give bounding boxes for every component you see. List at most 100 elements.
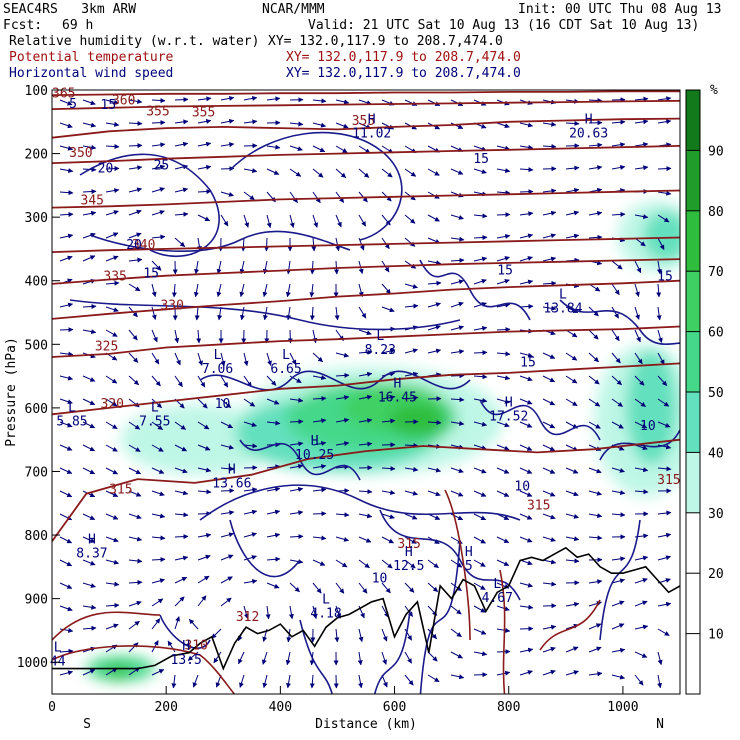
colorbar-band [686, 271, 700, 332]
wind-arrow [335, 372, 350, 378]
wind-arrow [312, 145, 326, 153]
wind-arrow [358, 559, 370, 569]
wind-arrow [404, 283, 418, 289]
wind-arrow [519, 582, 534, 588]
wind-arrow [450, 214, 464, 220]
y-tick-label: 400 [25, 275, 48, 290]
theta-contour-line [52, 145, 680, 164]
wind-arrow [634, 577, 648, 584]
wind-arrow [496, 190, 511, 196]
wind-arrow [404, 513, 418, 520]
wind-arrow [82, 467, 96, 475]
wind-arrow [128, 421, 141, 430]
speed-contour [299, 619, 333, 694]
wind-arrow [404, 490, 419, 496]
wind-arrow [657, 214, 670, 223]
wind-arrow [105, 536, 119, 543]
wind-arrow [473, 374, 488, 380]
wind-arrow [496, 467, 510, 474]
wind-arrow [239, 674, 245, 688]
wind-arrow [82, 375, 96, 382]
wind-arrow [82, 513, 96, 521]
wind-arrow [59, 398, 73, 405]
wind-arrow [542, 188, 557, 194]
extremum-value: 16.45 [378, 391, 417, 406]
wind-arrow [243, 398, 256, 407]
theta-label: 355 [192, 106, 215, 121]
wind-arrow [243, 214, 250, 228]
extremum-value: 7.55 [139, 415, 170, 430]
wind-arrow [105, 166, 120, 172]
wind-arrow [220, 398, 232, 408]
wind-arrow [196, 329, 202, 344]
wind-arrow [473, 513, 487, 521]
extremum-marker: H [182, 639, 190, 654]
wind-arrow [427, 280, 442, 286]
wind-arrow [542, 305, 557, 311]
speed-label: 10 [640, 419, 656, 434]
wind-arrow [128, 121, 143, 127]
wind-arrow [450, 349, 465, 355]
wind-arrow [266, 464, 281, 470]
wind-arrow [82, 329, 97, 335]
wind-arrow [289, 397, 304, 403]
extremum-marker: L [68, 401, 76, 416]
wind-arrow [657, 398, 670, 407]
wind-arrow [197, 444, 211, 451]
extremum-marker: L [322, 593, 330, 608]
wind-arrow [381, 582, 391, 594]
wind-arrow [427, 348, 442, 354]
wind-arrow [634, 165, 649, 171]
wind-arrow [450, 257, 465, 263]
colorbar-tick-label: 70 [708, 265, 724, 280]
wind-arrow [243, 421, 257, 427]
wind-arrow [496, 375, 511, 381]
wind-arrow [542, 256, 557, 262]
wind-arrow [634, 283, 640, 297]
wind-arrow [358, 628, 364, 643]
wind-arrow [657, 466, 672, 472]
wind-arrow [243, 119, 258, 125]
wind-arrow [197, 375, 206, 388]
speed-contour [69, 299, 461, 331]
wind-arrow [216, 283, 222, 298]
speed-label: 10 [215, 397, 231, 412]
wind-arrow [312, 464, 327, 470]
speed-contour [479, 399, 601, 441]
wind-arrow [217, 306, 223, 321]
wind-arrow [335, 145, 348, 154]
wind-arrow [335, 352, 350, 358]
wind-arrow [335, 441, 350, 447]
wind-arrow [335, 559, 348, 568]
wind-arrow [381, 306, 395, 313]
extremum-marker: H [405, 545, 413, 560]
wind-arrow [588, 513, 603, 519]
wind-arrow [59, 627, 74, 633]
extremum-value: 7.06 [202, 362, 233, 377]
wind-arrow [634, 352, 643, 365]
wind-arrow [59, 559, 73, 567]
wind-arrow [519, 144, 534, 150]
wind-arrow [588, 352, 599, 363]
colorbar-tick-label: 20 [708, 567, 724, 582]
wind-arrow [151, 234, 166, 240]
speed-contour [239, 439, 361, 481]
wind-arrow [450, 467, 464, 474]
wind-arrow [128, 444, 141, 452]
theta-label: 315 [657, 473, 680, 488]
wind-arrow [427, 559, 439, 569]
wind-arrow [151, 164, 166, 170]
wind-arrow [450, 490, 464, 497]
wind-arrow [542, 421, 556, 429]
wind-arrow [473, 628, 487, 635]
wind-arrow [243, 191, 255, 201]
wind-arrow [588, 601, 602, 607]
wind-arrow [519, 375, 533, 382]
wind-arrow [194, 260, 200, 275]
wind-arrow [381, 628, 388, 642]
wind-arrow [128, 187, 143, 193]
wind-arrow [358, 441, 373, 447]
wind-arrow [105, 210, 119, 216]
x-tick-label: 800 [497, 700, 520, 715]
wind-arrow [473, 582, 486, 590]
